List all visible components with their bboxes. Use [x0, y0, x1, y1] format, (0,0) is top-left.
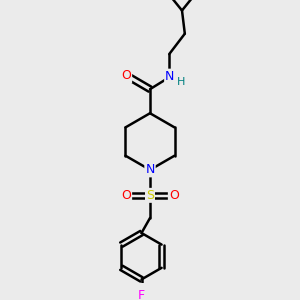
Text: O: O [169, 189, 179, 202]
Text: S: S [146, 189, 154, 202]
Text: N: N [165, 70, 175, 83]
Text: H: H [177, 77, 185, 87]
Text: N: N [145, 164, 155, 176]
Text: O: O [121, 189, 131, 202]
Text: O: O [121, 69, 131, 82]
Text: F: F [138, 289, 145, 300]
